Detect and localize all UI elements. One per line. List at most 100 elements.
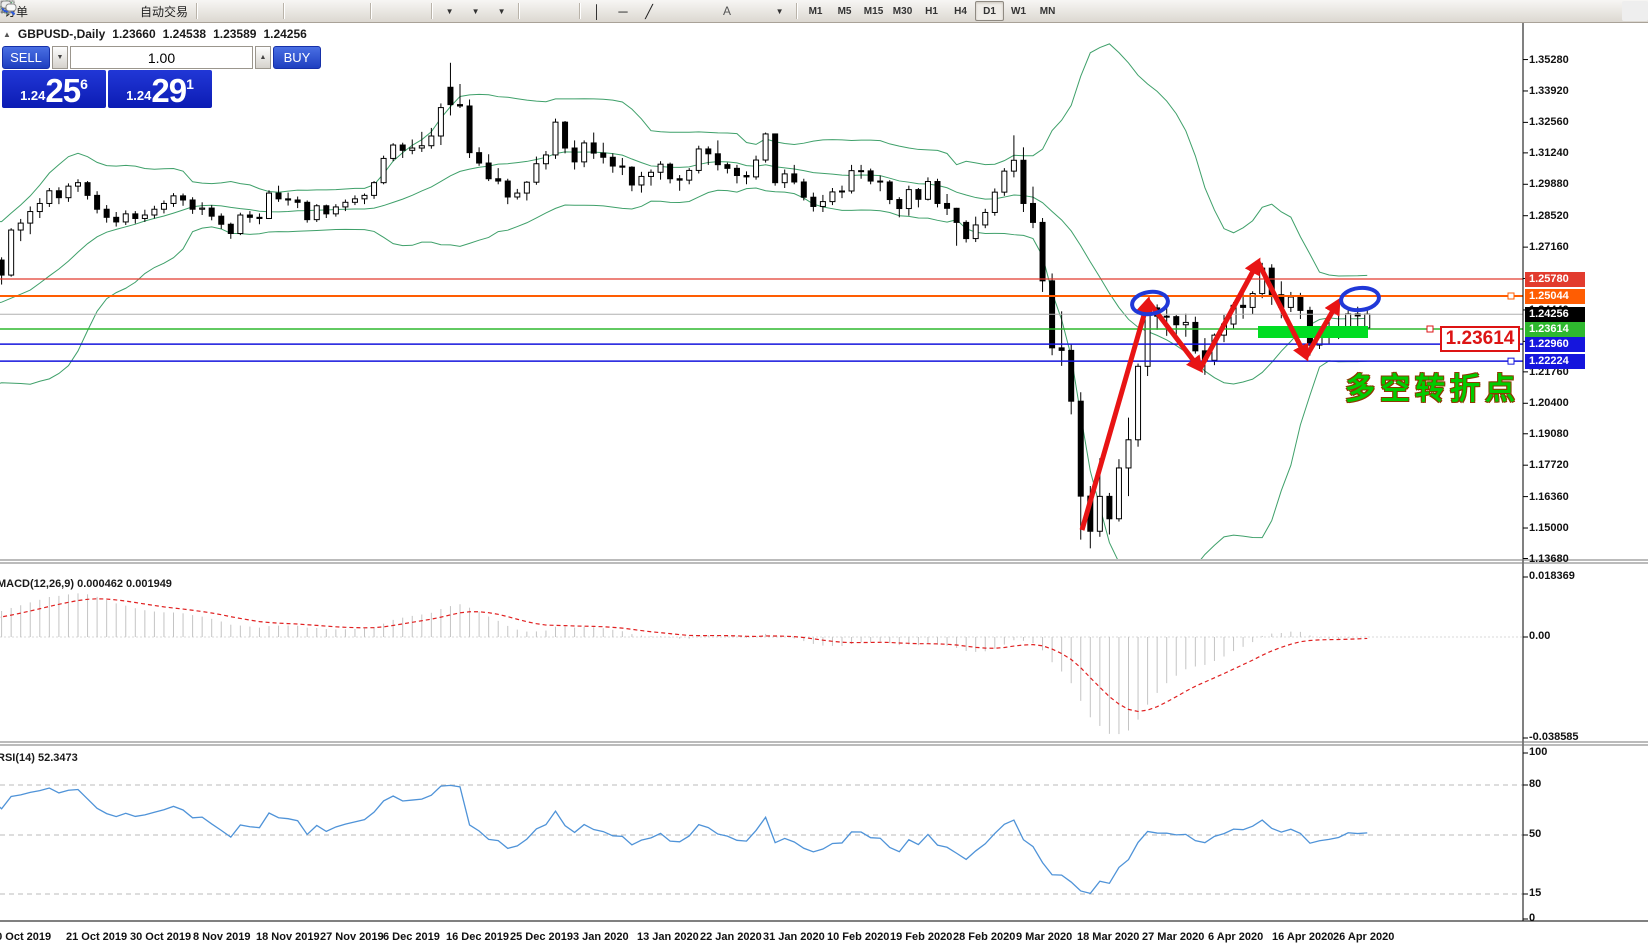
arrows-tool-button[interactable]: ▼ — [2, 1, 792, 21]
chart-canvas[interactable] — [0, 23, 1648, 946]
price-level-axis-label: 1.24256 — [1525, 306, 1585, 322]
horizontal-line-tool-icon[interactable]: ─ — [618, 3, 628, 19]
trend-arrow[interactable] — [1079, 296, 1153, 531]
trendline-tool-icon[interactable]: ╱ — [645, 3, 653, 19]
trend-arrow[interactable] — [1303, 297, 1341, 359]
time-axis-label: 16 Dec 2019 — [446, 931, 509, 943]
chart-expand-icon[interactable]: ▲ — [3, 29, 11, 39]
tab-period-h4[interactable]: H4 — [954, 5, 967, 17]
text-label-tool-icon[interactable]: T — [0, 0, 766, 21]
candlestick-chart-icon[interactable] — [1, 1, 253, 21]
buy-price-display[interactable]: 1.24 29 1 — [108, 70, 212, 108]
new-chart-button[interactable]: ▼ — [0, 1, 462, 21]
chevron-down-icon: ▼ — [445, 6, 454, 16]
tab-period-h1[interactable]: H1 — [925, 5, 938, 17]
candle-body — [428, 135, 435, 147]
one-click-trading-panel: SELL ▼ ▲ BUY 1.24 25 6 1.24 29 1 — [2, 46, 321, 108]
volume-decrease-button[interactable]: ▼ — [52, 46, 68, 69]
tab-period-m30[interactable]: M30 — [892, 5, 913, 17]
candle-body — [924, 181, 931, 200]
text-tool-icon[interactable]: A — [723, 3, 732, 18]
candle-body — [1096, 495, 1103, 532]
candle-body — [237, 214, 244, 234]
symbol-search-icon[interactable] — [1, 1, 1622, 21]
time-axis-label: 10 Feb 2020 — [827, 931, 890, 943]
volume-increase-button[interactable]: ▲ — [255, 46, 271, 69]
price-tick-label: 1.35280 — [1529, 53, 1569, 66]
candle-body — [122, 213, 129, 223]
candle-body — [829, 191, 836, 203]
candle-body — [533, 163, 540, 183]
price-tick-label: 1.13680 — [1529, 552, 1569, 565]
candle-body — [1039, 221, 1046, 282]
chevron-down-icon: ▼ — [471, 6, 480, 16]
tab-period-w1[interactable]: W1 — [1011, 5, 1027, 17]
time-axis-label: 27 Mar 2020 — [1142, 931, 1205, 943]
zoom-out-icon[interactable] — [1, 1, 340, 21]
cursor-tool-icon[interactable] — [2, 1, 549, 21]
highlight-ellipse[interactable] — [1130, 289, 1170, 317]
candle-body — [819, 201, 826, 207]
candle-body — [84, 182, 91, 196]
candle-body — [218, 215, 225, 225]
candle-body — [227, 223, 234, 234]
line-chart-icon[interactable] — [0, 1, 279, 21]
highlight-ellipse[interactable] — [1339, 285, 1381, 313]
candle-body — [963, 221, 970, 240]
price-callout-label[interactable]: 1.23614 — [1440, 326, 1520, 352]
candle-body — [753, 159, 760, 178]
chevron-down-icon: ▼ — [497, 6, 506, 16]
gold-ingot-icon[interactable] — [0, 1, 58, 21]
candle-body — [514, 192, 521, 198]
rsi-line — [0, 784, 1368, 895]
candle-body — [686, 169, 693, 181]
trader-profile-icon[interactable] — [0, 0, 84, 21]
candle-body — [208, 207, 215, 217]
bar-chart-icon[interactable] — [1, 1, 227, 21]
sell-button[interactable]: SELL — [2, 46, 50, 69]
chat-icon[interactable] — [0, 0, 1648, 21]
buy-button[interactable]: BUY — [273, 46, 321, 69]
chart-shift-icon[interactable] — [2, 1, 427, 21]
turning-point-note[interactable]: 多空转折点 — [1345, 373, 1520, 406]
candle-body — [1077, 400, 1084, 497]
tile-windows-icon[interactable] — [0, 0, 366, 21]
candle-body — [0, 259, 5, 276]
auto-scroll-icon[interactable] — [1, 1, 401, 21]
price-tick-label: 1.32560 — [1529, 116, 1569, 129]
sell-price-display[interactable]: 1.24 25 6 — [2, 70, 106, 108]
trend-arrow[interactable] — [1255, 260, 1309, 362]
rsi-panel — [0, 784, 1523, 895]
candle-body — [648, 171, 654, 177]
volume-input[interactable] — [70, 46, 253, 69]
time-axis-label: 19 Feb 2020 — [890, 931, 953, 943]
chart-stage[interactable]: ▲ GBPUSD-,Daily 1.23660 1.24538 1.23589 … — [0, 23, 1648, 946]
support-zone-rect[interactable] — [1258, 326, 1368, 338]
time-axis-label: 28 Feb 2020 — [953, 931, 1016, 943]
candle-body — [542, 154, 549, 165]
periods-dropdown-button[interactable]: ▼ — [1, 1, 488, 21]
tab-period-m1[interactable]: M1 — [808, 5, 823, 17]
candle-body — [141, 214, 148, 219]
trend-arrow[interactable] — [1197, 257, 1261, 371]
time-axis-label: 3 Jan 2020 — [573, 931, 629, 943]
autotrading-icon[interactable] — [0, 1, 136, 21]
fibonacci-tool-icon[interactable]: F — [1, 1, 714, 21]
tab-period-m15[interactable]: M15 — [863, 5, 884, 17]
vertical-line-tool-icon[interactable]: │ — [592, 3, 602, 19]
tab-period-d1[interactable]: D1 — [975, 1, 1005, 21]
zoom-in-icon[interactable] — [1, 1, 314, 21]
tab-period-m5[interactable]: M5 — [837, 5, 852, 17]
templates-dropdown-button[interactable]: ▼ — [0, 0, 514, 21]
time-axis-label: 27 Nov 2019 — [320, 931, 384, 943]
candle-body — [285, 198, 292, 201]
crosshair-tool-icon[interactable] — [1, 1, 575, 21]
autotrading-button[interactable]: 自动交易 — [140, 4, 189, 19]
signal-icon[interactable] — [0, 0, 110, 21]
tab-period-mn[interactable]: MN — [1039, 5, 1056, 17]
candle-body — [667, 163, 674, 180]
equidistant-channel-tool-icon[interactable]: E — [0, 1, 688, 21]
candle-body — [1173, 316, 1180, 326]
macd-panel — [0, 593, 1523, 735]
rsi-axis-label: 100 — [1529, 746, 1548, 758]
